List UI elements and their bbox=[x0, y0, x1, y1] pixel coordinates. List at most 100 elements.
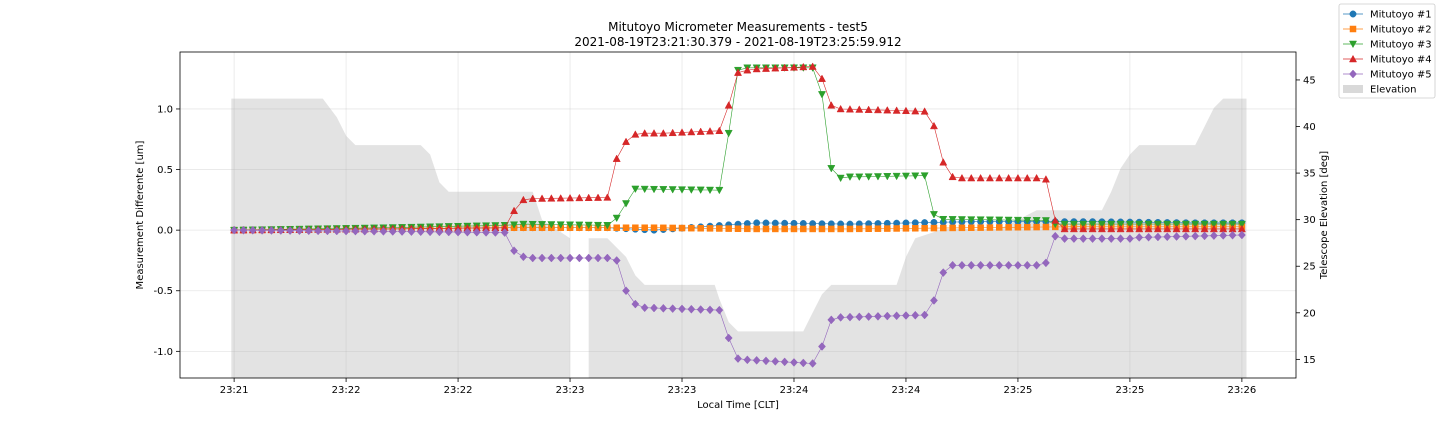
series-5-point bbox=[248, 225, 257, 235]
series-4-point bbox=[556, 194, 565, 202]
series-3-point bbox=[1004, 216, 1013, 225]
series-5-point bbox=[743, 355, 752, 365]
series-5-point bbox=[986, 260, 994, 270]
x-tick-label: 23:22 bbox=[332, 385, 361, 396]
series-5-point bbox=[827, 315, 836, 325]
series-5-point bbox=[1181, 231, 1190, 241]
series-4-point bbox=[1069, 224, 1078, 233]
series-5-point bbox=[995, 260, 1004, 270]
series-4-point bbox=[1079, 224, 1088, 233]
series-2-point bbox=[1033, 223, 1040, 231]
series-5-point bbox=[1163, 232, 1172, 242]
series-5-point bbox=[612, 256, 621, 265]
series-5-point bbox=[930, 296, 938, 305]
series-5-point bbox=[258, 226, 267, 235]
y2-tick-label: 15 bbox=[1303, 355, 1316, 366]
series-4-point bbox=[1060, 224, 1069, 233]
series-4-point bbox=[547, 194, 556, 202]
series-3-point bbox=[948, 216, 957, 224]
series-4-point bbox=[827, 101, 836, 109]
series-5-point bbox=[1051, 231, 1060, 241]
series-5-point bbox=[911, 310, 920, 320]
series-5-point bbox=[314, 226, 323, 236]
series-2-point bbox=[772, 225, 779, 233]
series-5-point bbox=[323, 226, 332, 236]
series-4-point bbox=[920, 107, 929, 115]
series-5-point bbox=[846, 312, 854, 322]
series-5-point bbox=[500, 228, 509, 237]
series-3-point bbox=[1144, 220, 1153, 229]
series-5-point bbox=[958, 260, 966, 270]
series-5-point bbox=[762, 356, 770, 366]
series-5-point bbox=[1060, 234, 1069, 244]
series-3-point bbox=[845, 173, 854, 181]
series-3-point bbox=[668, 186, 677, 194]
series-5-point bbox=[920, 310, 929, 320]
y-axis-ticks: -1.0 -0.5 0.0 0.5 1.0 bbox=[153, 104, 180, 358]
series-3-point bbox=[939, 215, 948, 224]
series-2-point bbox=[734, 225, 742, 232]
series-5-point bbox=[454, 227, 463, 237]
series-4-point bbox=[659, 129, 668, 137]
series-3-point bbox=[1013, 216, 1022, 225]
series-5-point bbox=[864, 312, 873, 321]
series-2-point bbox=[632, 224, 639, 231]
series-5-point bbox=[734, 354, 742, 363]
series-3-point bbox=[1153, 220, 1162, 229]
series-2-point bbox=[912, 225, 919, 232]
legend-label: Mitutoyo #1 bbox=[1370, 10, 1432, 21]
series-5-point bbox=[444, 227, 453, 237]
y2-tick-label: 30 bbox=[1303, 215, 1316, 226]
legend-marker bbox=[1349, 25, 1357, 33]
legend-item-5: Mitutoyo #5 bbox=[1343, 70, 1432, 81]
series-3-point bbox=[1032, 217, 1041, 225]
series-3-point bbox=[584, 221, 593, 230]
series-2-point bbox=[697, 225, 704, 232]
series-2-point bbox=[744, 225, 751, 233]
series-2-point bbox=[1042, 223, 1050, 231]
series-4-point bbox=[892, 106, 901, 114]
series-3-point bbox=[1181, 220, 1190, 229]
series-4-point bbox=[948, 172, 957, 181]
series-4-point bbox=[668, 128, 677, 137]
series-5-point bbox=[584, 253, 593, 263]
y-tick-label: 0.0 bbox=[157, 226, 173, 237]
series-4-point bbox=[1135, 224, 1144, 233]
series-4-point bbox=[1181, 224, 1190, 233]
series-5-point bbox=[332, 226, 341, 236]
series-5-point bbox=[1209, 231, 1218, 241]
series-5-point bbox=[463, 227, 472, 237]
legend-marker bbox=[1349, 10, 1357, 18]
x-axis-ticks: 23:21 23:22 23:22 23:23 23:23 23:24 23:24 23:25… bbox=[220, 378, 1256, 396]
series-5-point bbox=[818, 342, 826, 351]
series-2-point bbox=[641, 224, 648, 231]
elevation-layer bbox=[231, 98, 1247, 378]
series-3-point bbox=[920, 172, 929, 180]
series-5-point bbox=[286, 226, 295, 235]
series-5-point bbox=[808, 359, 817, 368]
series-5-point bbox=[370, 226, 379, 236]
series-2-point bbox=[716, 225, 723, 232]
series-5-point bbox=[594, 253, 602, 263]
series-5-point bbox=[696, 305, 705, 314]
series-5-point bbox=[556, 253, 565, 263]
series-4-point bbox=[967, 173, 976, 182]
series-4-point bbox=[985, 173, 994, 182]
series-4-point bbox=[1172, 224, 1181, 233]
series-1-point bbox=[921, 219, 929, 227]
series-3-point bbox=[1200, 220, 1209, 229]
series-5-point bbox=[1116, 234, 1125, 244]
series-2-point bbox=[958, 224, 966, 232]
series-5-point bbox=[976, 260, 985, 270]
series-3-point bbox=[528, 220, 537, 229]
series-3-point bbox=[836, 174, 845, 183]
legend-label: Elevation bbox=[1370, 85, 1416, 96]
series-5-point bbox=[659, 303, 668, 313]
x-tick-label: 23:23 bbox=[556, 385, 585, 396]
series-5-point bbox=[855, 312, 864, 322]
x-axis-label: Local Time [CLT] bbox=[697, 400, 779, 411]
legend-marker bbox=[1348, 40, 1358, 49]
series-5-point bbox=[510, 246, 518, 256]
x-tick-label: 23:23 bbox=[668, 385, 697, 396]
series-4-point bbox=[519, 195, 528, 204]
